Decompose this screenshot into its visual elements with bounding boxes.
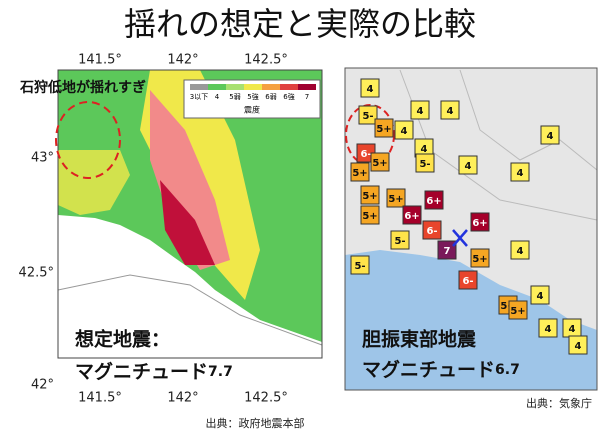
intensity-marker [424, 190, 444, 210]
intensity-marker [510, 162, 530, 182]
intensity-marker [360, 205, 380, 225]
tick-label: 142.5° [244, 391, 288, 406]
legend-swatch [298, 84, 316, 90]
legend-label: 3以下 [190, 93, 208, 101]
caption: マグニチュード7.7 [75, 360, 233, 383]
left-map: 3以下 4 5弱 5強 6弱 6強 7 震度 [55, 69, 323, 359]
intensity-label: 6+ [426, 196, 441, 207]
legend-swatch [244, 84, 262, 90]
tick-label: 142.5° [244, 53, 288, 68]
intensity-label: 4 [401, 126, 408, 137]
intensity-marker [437, 240, 457, 260]
intensity-label: 5+ [372, 158, 387, 169]
intensity-marker [458, 155, 478, 175]
intensity-label: 6- [426, 226, 437, 237]
intensity-marker [350, 162, 370, 182]
legend-swatch [208, 84, 226, 90]
caption: 胆振東部地震 [362, 328, 477, 351]
tick-label: 42.5° [19, 266, 54, 281]
right-map: 445-5+ 46- 45+ 5-5+45+ 5+ 6+6+5+6+76-5+5-6-44… [344, 67, 598, 391]
intensity-marker [538, 318, 558, 338]
legend-swatch [280, 84, 298, 90]
intensity-label: 5- [362, 111, 373, 122]
intensity-label: 5+ [362, 191, 377, 202]
tick-label: 142° [167, 53, 198, 68]
intensity-marker [540, 125, 560, 145]
annotation: 石狩低地が揺れすぎ [19, 79, 146, 96]
intensity-marker [470, 248, 490, 268]
intensity-marker [358, 105, 378, 125]
intensity-marker [390, 230, 410, 250]
intensity-marker [458, 270, 478, 290]
legend-label: 4 [215, 93, 220, 101]
intensity-label: 4 [517, 168, 524, 179]
intensity-label: 5+ [500, 301, 515, 312]
intensity-marker [410, 100, 430, 120]
intensity-marker [402, 205, 422, 225]
intensity-label: 6+ [472, 218, 487, 229]
legend-swatch [226, 84, 244, 90]
legend-swatch [262, 84, 280, 90]
intensity-marker [440, 100, 460, 120]
intensity-label: 4 [545, 324, 552, 335]
intensity-marker [360, 78, 380, 98]
caption: 想定地震： [75, 328, 170, 351]
intensity-marker [374, 118, 394, 138]
intensity-label: 4 [517, 246, 524, 257]
intensity-label: 5+ [352, 168, 367, 179]
legend-label: 6弱 [265, 93, 276, 101]
intensity-label: 5+ [362, 211, 377, 222]
intensity-label: 5+ [376, 124, 391, 135]
intensity-label: 6- [462, 276, 473, 287]
intensity-label: 6- [360, 149, 371, 160]
intensity-label: 4 [417, 106, 424, 117]
tick-label: 141.5° [78, 53, 122, 68]
intensity-label: 6+ [404, 211, 419, 222]
intensity-label: 5- [419, 159, 430, 170]
legend-label: 5強 [247, 93, 258, 101]
intensity-marker [350, 255, 370, 275]
intensity-label: 4 [575, 341, 582, 352]
intensity-marker [415, 153, 435, 173]
intensity-label: 5+ [388, 194, 403, 205]
intensity-marker [510, 240, 530, 260]
legend-swatch [190, 84, 208, 90]
intensity-label: 4 [447, 106, 454, 117]
caption: マグニチュード6.7 [362, 358, 520, 381]
slide-title: 揺れの想定と実際の比較 [124, 5, 476, 43]
intensity-marker [360, 185, 380, 205]
intensity-label: 5- [394, 236, 405, 247]
tick-label: 42° [31, 378, 54, 393]
intensity-marker [386, 188, 406, 208]
legend-label: 5弱 [229, 93, 240, 101]
intensity-label: 4 [465, 161, 472, 172]
source: 出典：政府地震本部 [206, 416, 305, 430]
intensity-label: 5+ [472, 254, 487, 265]
tick-label: 43° [31, 151, 54, 166]
legend-label: 7 [305, 93, 309, 101]
intensity-label: 7 [444, 246, 451, 257]
intensity-label: 4 [421, 144, 428, 155]
intensity-label: 4 [569, 324, 576, 335]
intensity-label: 4 [367, 84, 374, 95]
intensity-label: 5- [354, 261, 365, 272]
intensity-marker [422, 220, 442, 240]
intensity-marker [508, 300, 528, 320]
legend-title: 震度 [244, 105, 260, 115]
source: 出典：気象庁 [526, 396, 592, 410]
intensity-marker [370, 152, 390, 172]
intensity-label: 5+ [510, 306, 525, 317]
intensity-marker [568, 335, 588, 355]
intensity-label: 4 [547, 131, 554, 142]
intensity-label: 4 [537, 291, 544, 302]
intensity-marker [470, 212, 490, 232]
tick-label: 141.5° [78, 391, 122, 406]
intensity-marker [394, 120, 414, 140]
legend-label: 6強 [283, 93, 294, 101]
tick-label: 142° [167, 391, 198, 406]
intensity-marker [530, 285, 550, 305]
